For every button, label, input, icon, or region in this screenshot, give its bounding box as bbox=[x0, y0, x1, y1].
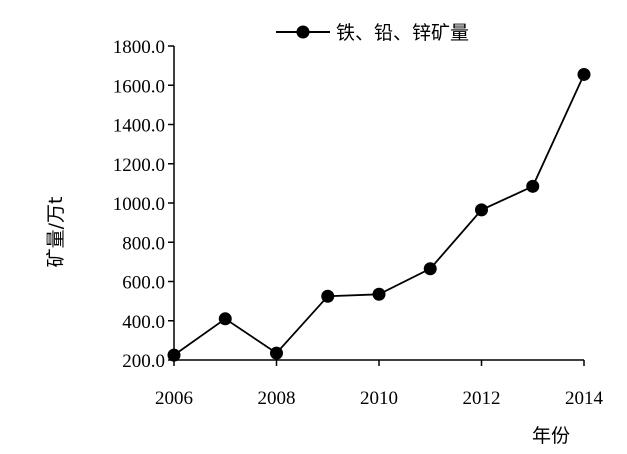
y-tick-label: 1400.0 bbox=[113, 116, 165, 137]
y-tick-label: 1000.0 bbox=[113, 194, 165, 215]
data-point bbox=[423, 262, 437, 276]
y-tick-label: 200.0 bbox=[122, 351, 165, 372]
legend-marker-swatch bbox=[296, 25, 310, 39]
data-point bbox=[526, 179, 540, 193]
data-point bbox=[218, 312, 232, 326]
series-layer bbox=[167, 67, 591, 362]
y-tick-label: 400.0 bbox=[122, 312, 165, 333]
y-axis-title: 矿量/万t bbox=[45, 197, 67, 268]
data-point bbox=[167, 348, 181, 362]
legend: 铁、铅、锌矿量 bbox=[276, 22, 469, 44]
y-axis: 200.0 400.0 600.0 800.0 1000.0 1200.0 1400.0 16… bbox=[113, 37, 175, 372]
y-tick-label: 800.0 bbox=[122, 233, 165, 254]
x-tick-label: 2010 bbox=[360, 388, 398, 409]
data-point bbox=[372, 287, 386, 301]
data-point bbox=[321, 289, 335, 303]
x-axis-title: 年份 bbox=[532, 425, 570, 447]
series-line bbox=[173, 74, 585, 356]
data-point bbox=[577, 67, 591, 81]
x-tick-label: 2012 bbox=[463, 388, 501, 409]
data-point bbox=[475, 203, 488, 217]
y-tick-label: 1200.0 bbox=[113, 155, 165, 176]
x-tick-label: 2008 bbox=[258, 388, 296, 409]
data-point bbox=[270, 346, 283, 360]
y-tick-label: 1800.0 bbox=[113, 37, 165, 58]
x-axis: 2006 2008 2010 2012 2014 bbox=[155, 359, 604, 409]
y-tick-label: 600.0 bbox=[122, 273, 165, 294]
x-tick-label: 2006 bbox=[155, 388, 193, 409]
y-tick-label: 1600.0 bbox=[113, 76, 165, 97]
x-tick-label: 2014 bbox=[565, 388, 604, 409]
legend-label: 铁、铅、锌矿量 bbox=[336, 22, 469, 44]
